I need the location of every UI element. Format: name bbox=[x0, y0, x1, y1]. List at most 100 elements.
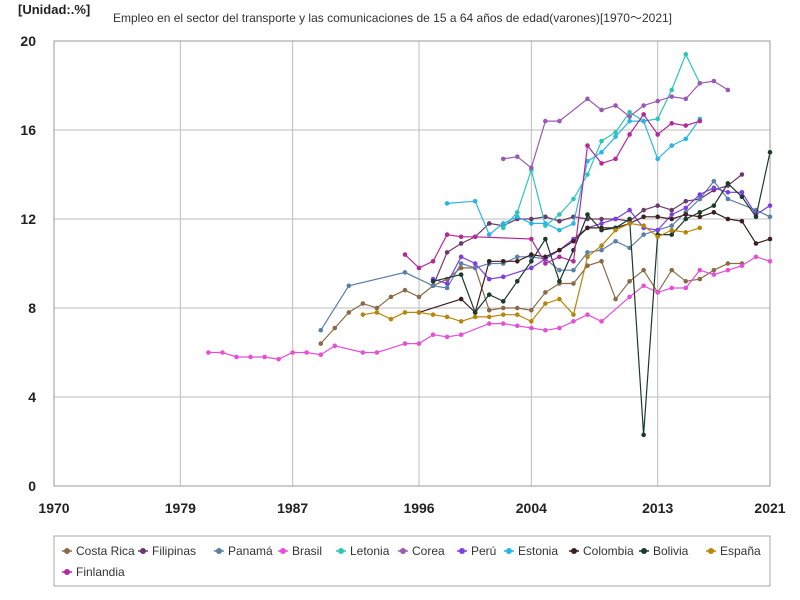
data-point bbox=[683, 123, 689, 128]
data-point bbox=[529, 319, 534, 324]
data-point bbox=[585, 212, 590, 217]
data-point bbox=[234, 354, 239, 360]
legend-item: Finlandia bbox=[62, 565, 125, 579]
data-point bbox=[725, 196, 731, 202]
data-point bbox=[641, 283, 646, 289]
data-point bbox=[543, 261, 548, 266]
data-point bbox=[599, 161, 604, 166]
data-point bbox=[430, 312, 436, 317]
data-point bbox=[332, 343, 338, 349]
data-point bbox=[613, 238, 618, 244]
data-point bbox=[599, 258, 604, 264]
data-point bbox=[472, 198, 478, 204]
data-point bbox=[599, 221, 604, 226]
data-point bbox=[613, 296, 618, 302]
data-point bbox=[669, 267, 675, 273]
data-point bbox=[571, 196, 576, 202]
legend-label: Costa Rica bbox=[76, 544, 135, 558]
data-point bbox=[529, 307, 534, 313]
legend-label: Letonia bbox=[350, 544, 390, 558]
data-point bbox=[669, 212, 675, 217]
data-point bbox=[416, 294, 422, 300]
legend-item: Estonia bbox=[504, 544, 558, 558]
y-tick-label: 4 bbox=[28, 389, 36, 405]
data-point bbox=[711, 78, 717, 84]
data-point bbox=[683, 205, 689, 211]
data-point bbox=[416, 310, 422, 315]
data-point bbox=[613, 134, 618, 139]
data-point bbox=[725, 216, 731, 222]
data-point bbox=[641, 118, 646, 124]
data-point bbox=[430, 258, 436, 264]
data-point bbox=[669, 121, 675, 126]
data-point bbox=[514, 210, 520, 215]
data-point bbox=[641, 232, 646, 237]
data-point bbox=[641, 223, 646, 228]
data-point bbox=[655, 234, 660, 240]
data-point bbox=[500, 221, 506, 226]
data-point bbox=[557, 218, 562, 224]
data-point bbox=[444, 334, 450, 340]
data-point bbox=[444, 314, 450, 320]
data-point bbox=[472, 234, 478, 240]
legend-swatch-dot bbox=[64, 548, 70, 554]
data-point bbox=[486, 307, 492, 313]
data-point bbox=[697, 267, 703, 273]
x-tick-label: 2021 bbox=[754, 500, 785, 516]
data-point bbox=[655, 156, 660, 162]
data-point bbox=[655, 290, 660, 295]
data-point bbox=[206, 350, 211, 355]
data-point bbox=[529, 221, 534, 226]
data-point bbox=[529, 216, 534, 222]
data-point bbox=[514, 258, 520, 264]
series-per- bbox=[430, 185, 773, 286]
data-point bbox=[599, 247, 604, 253]
y-tick-label: 12 bbox=[20, 211, 36, 227]
x-tick-label: 1987 bbox=[277, 500, 308, 516]
data-point bbox=[669, 94, 675, 99]
series-corea bbox=[500, 78, 731, 171]
data-point bbox=[360, 312, 366, 317]
legend-label: Panamá bbox=[228, 544, 273, 558]
data-point bbox=[543, 221, 548, 226]
data-point bbox=[529, 252, 534, 257]
data-point bbox=[669, 216, 675, 222]
data-point bbox=[458, 254, 464, 260]
data-point bbox=[627, 221, 632, 226]
data-point bbox=[627, 118, 632, 124]
data-point bbox=[529, 258, 534, 264]
data-point bbox=[655, 227, 660, 233]
data-point bbox=[430, 332, 436, 338]
data-point bbox=[767, 214, 773, 220]
y-tick-label: 8 bbox=[28, 300, 36, 316]
data-point bbox=[346, 310, 352, 315]
data-point bbox=[388, 316, 394, 322]
series-line bbox=[432, 152, 771, 435]
data-point bbox=[683, 198, 689, 204]
data-point bbox=[557, 227, 562, 233]
data-point bbox=[585, 312, 590, 317]
data-point bbox=[416, 265, 422, 271]
series-bolivia bbox=[430, 149, 773, 438]
series-line bbox=[432, 187, 771, 285]
y-tick-label: 16 bbox=[20, 122, 36, 138]
data-point bbox=[557, 254, 562, 260]
x-tick-label: 2013 bbox=[642, 500, 673, 516]
data-point bbox=[641, 112, 646, 117]
data-point bbox=[557, 279, 562, 284]
data-point bbox=[500, 156, 506, 162]
data-point bbox=[683, 136, 689, 142]
data-point bbox=[711, 178, 717, 184]
data-point bbox=[655, 132, 660, 137]
data-point bbox=[739, 218, 745, 224]
data-point bbox=[402, 252, 408, 257]
legend-label: Estonia bbox=[518, 544, 558, 558]
data-point bbox=[725, 190, 731, 195]
series-layer bbox=[206, 52, 773, 438]
legend-item: España bbox=[706, 544, 761, 558]
data-point bbox=[402, 270, 408, 275]
data-point bbox=[627, 114, 632, 119]
data-point bbox=[543, 214, 548, 220]
data-point bbox=[669, 87, 675, 93]
legend-swatch-dot bbox=[641, 548, 647, 554]
